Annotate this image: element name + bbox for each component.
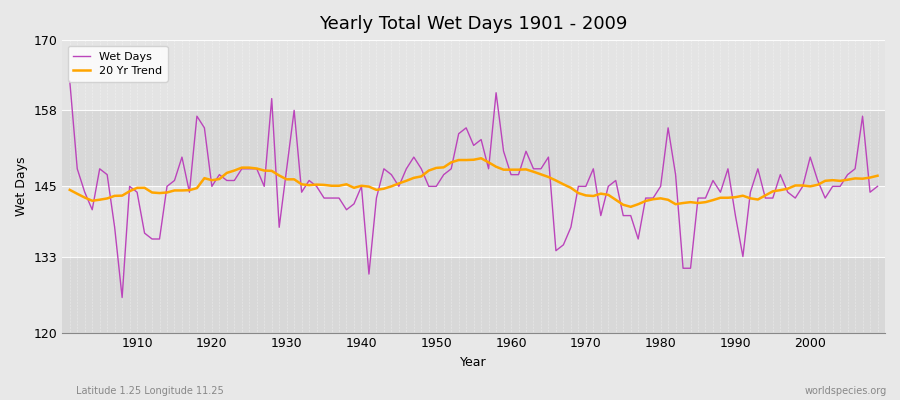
Bar <box>62 186 885 256</box>
Wet Days <box>506 172 517 177</box>
Wet Days <box>117 295 128 300</box>
Bar <box>62 256 885 332</box>
Line: 20 Yr Trend: 20 Yr Trend <box>70 158 878 207</box>
20 Yr Trend <box>65 188 76 192</box>
Wet Days <box>296 190 307 194</box>
Line: Wet Days: Wet Days <box>70 81 878 298</box>
20 Yr Trend <box>513 167 524 172</box>
Text: worldspecies.org: worldspecies.org <box>805 386 886 396</box>
20 Yr Trend <box>124 189 135 194</box>
Bar <box>62 110 885 186</box>
Y-axis label: Wet Days: Wet Days <box>15 156 28 216</box>
Wet Days <box>603 184 614 189</box>
Wet Days <box>131 190 142 194</box>
Wet Days <box>872 184 883 189</box>
20 Yr Trend <box>626 204 636 209</box>
Wet Days <box>65 79 76 84</box>
Legend: Wet Days, 20 Yr Trend: Wet Days, 20 Yr Trend <box>68 46 167 82</box>
20 Yr Trend <box>476 156 487 161</box>
20 Yr Trend <box>603 192 614 197</box>
X-axis label: Year: Year <box>460 356 487 369</box>
Wet Days <box>513 172 524 177</box>
Text: Latitude 1.25 Longitude 11.25: Latitude 1.25 Longitude 11.25 <box>76 386 224 396</box>
20 Yr Trend <box>506 167 517 172</box>
20 Yr Trend <box>289 177 300 182</box>
Wet Days <box>341 207 352 212</box>
20 Yr Trend <box>872 173 883 178</box>
Bar <box>62 40 885 110</box>
20 Yr Trend <box>334 183 345 188</box>
Title: Yearly Total Wet Days 1901 - 2009: Yearly Total Wet Days 1901 - 2009 <box>320 15 628 33</box>
